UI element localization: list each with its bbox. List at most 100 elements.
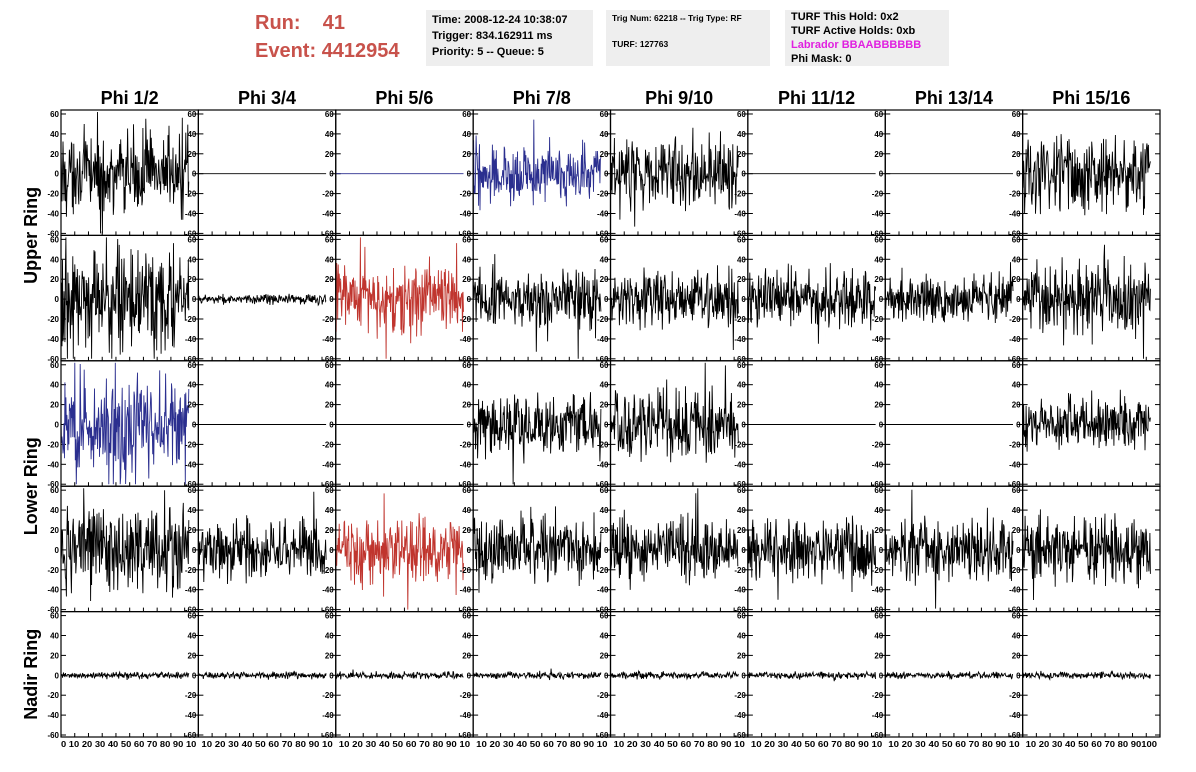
y-tick-label: -40: [322, 460, 334, 469]
waveform-trace: [610, 669, 739, 681]
y-tick-label: 40: [874, 255, 883, 264]
run-label-text: Run:: [255, 12, 301, 34]
y-tick-label: 20: [737, 150, 746, 159]
y-tick-label: 20: [50, 526, 59, 535]
y-tick-label: 40: [737, 381, 746, 390]
y-tick-label: -20: [47, 190, 59, 199]
column-header-8: Phi 15/16: [1052, 88, 1130, 108]
y-tick-label: -40: [734, 711, 746, 720]
waveform-trace: [60, 111, 190, 234]
y-tick-label: 40: [1012, 631, 1021, 640]
y-tick-label: -60: [872, 355, 884, 364]
waveform-trace: [60, 362, 190, 485]
waveform-trace: [1022, 134, 1151, 216]
panel-r2-c2: -60 -40 -20 0 20 40 60: [322, 360, 474, 489]
panel-frame: [747, 360, 886, 487]
y-tick-label: 40: [874, 506, 883, 515]
y-tick-label: 20: [1012, 651, 1021, 660]
y-tick-label: 0: [1016, 546, 1021, 555]
y-tick-label: 0: [604, 170, 609, 179]
y-tick-label: -20: [47, 566, 59, 575]
y-tick-label: -20: [460, 190, 472, 199]
y-tick-label: -20: [597, 315, 609, 324]
y-tick-label: 0: [604, 420, 609, 429]
y-tick-label: 60: [874, 235, 883, 244]
waveform-trace: [60, 670, 190, 681]
ring-label-2: Lower Ring: [21, 437, 41, 535]
y-tick-label: -20: [185, 691, 197, 700]
y-tick-label: 40: [874, 631, 883, 640]
y-tick-label: -20: [460, 315, 472, 324]
y-tick-label: 20: [874, 401, 883, 410]
turf-number: TURF: 127763: [612, 39, 669, 49]
y-tick-label: 20: [50, 275, 59, 284]
y-tick-label: -40: [1009, 586, 1021, 595]
y-tick-label: -20: [734, 566, 746, 575]
y-tick-label: 0: [1016, 420, 1021, 429]
y-tick-label: -20: [734, 190, 746, 199]
column-header-3: Phi 5/6: [375, 88, 433, 108]
y-tick-label: 40: [1012, 130, 1021, 139]
y-tick-label: 60: [600, 361, 609, 370]
y-tick-label: -20: [597, 691, 609, 700]
turf-info-box: TURF This Hold: 0x2 TURF Active Holds: 0…: [785, 10, 949, 66]
y-tick-label: 0: [1016, 170, 1021, 179]
y-tick-label: -60: [322, 606, 334, 615]
y-tick-label: 20: [325, 275, 334, 284]
waveform-trace: [610, 265, 739, 351]
y-tick-label: 20: [600, 526, 609, 535]
y-tick-label: 60: [874, 110, 883, 119]
y-tick-label: 0: [879, 420, 884, 429]
y-tick-label: 40: [325, 130, 334, 139]
y-tick-label: 0: [192, 546, 197, 555]
y-tick-label: 20: [187, 150, 196, 159]
y-tick-label: -20: [322, 566, 334, 575]
waveform-trace: [610, 362, 739, 463]
waveform-trace: [60, 488, 190, 602]
waveform-trace: [472, 392, 602, 485]
y-tick-label: 60: [737, 486, 746, 495]
y-tick-label: -60: [322, 480, 334, 489]
y-tick-label: 40: [600, 130, 609, 139]
y-tick-label: -40: [47, 460, 59, 469]
panel-r2-c5: -60 -40 -20 0 20 40 60: [734, 360, 886, 489]
panel-r2-c6: -60 -40 -20 0 20 40 60: [872, 360, 1024, 489]
y-tick-label: 20: [737, 651, 746, 660]
y-tick-label: 60: [462, 110, 471, 119]
y-tick-label: 0: [467, 295, 472, 304]
waveform-trace: [335, 237, 464, 359]
waveform-trace: [60, 237, 190, 359]
y-tick-label: -40: [460, 210, 472, 219]
panel-r1-c5: -60 -40 -20 0 20 40 60: [734, 234, 886, 364]
y-tick-label: -60: [597, 480, 609, 489]
y-tick-label: -40: [47, 210, 59, 219]
panel-r1-c2: -60 -40 -20 0 20 40 60: [322, 234, 474, 364]
y-tick-label: 20: [50, 401, 59, 410]
y-tick-label: 20: [325, 651, 334, 660]
waveform-trace: [747, 670, 877, 682]
panel-frame: [197, 360, 337, 487]
y-tick-label: 0: [879, 170, 884, 179]
y-tick-label: -40: [185, 711, 197, 720]
y-tick-label: -60: [185, 229, 197, 238]
panel-r3-c1: -60 -40 -20 0 20 40 60: [185, 485, 337, 615]
panel-r4-c6: -60 -40 -20 0 20 40 60: [872, 610, 1024, 740]
labrador-status: Labrador BBAABBBBBB: [791, 39, 922, 51]
ring-label-3: Nadir Ring: [21, 629, 41, 720]
y-tick-label: -20: [460, 440, 472, 449]
y-tick-label: -20: [872, 566, 884, 575]
y-tick-label: 0: [329, 295, 334, 304]
y-tick-label: -20: [322, 190, 334, 199]
trig-num-type: Trig Num: 62218 -- Trig Type: RF: [612, 13, 742, 23]
y-tick-label: -60: [872, 606, 884, 615]
y-tick-label: -60: [460, 606, 472, 615]
y-tick-label: 40: [50, 631, 59, 640]
y-tick-label: 60: [462, 361, 471, 370]
panel-frame: [1022, 610, 1161, 738]
y-tick-label: -60: [185, 355, 197, 364]
y-tick-label: 0: [467, 671, 472, 680]
y-tick-label: 40: [462, 381, 471, 390]
y-tick-label: 40: [600, 631, 609, 640]
y-tick-label: -40: [185, 335, 197, 344]
